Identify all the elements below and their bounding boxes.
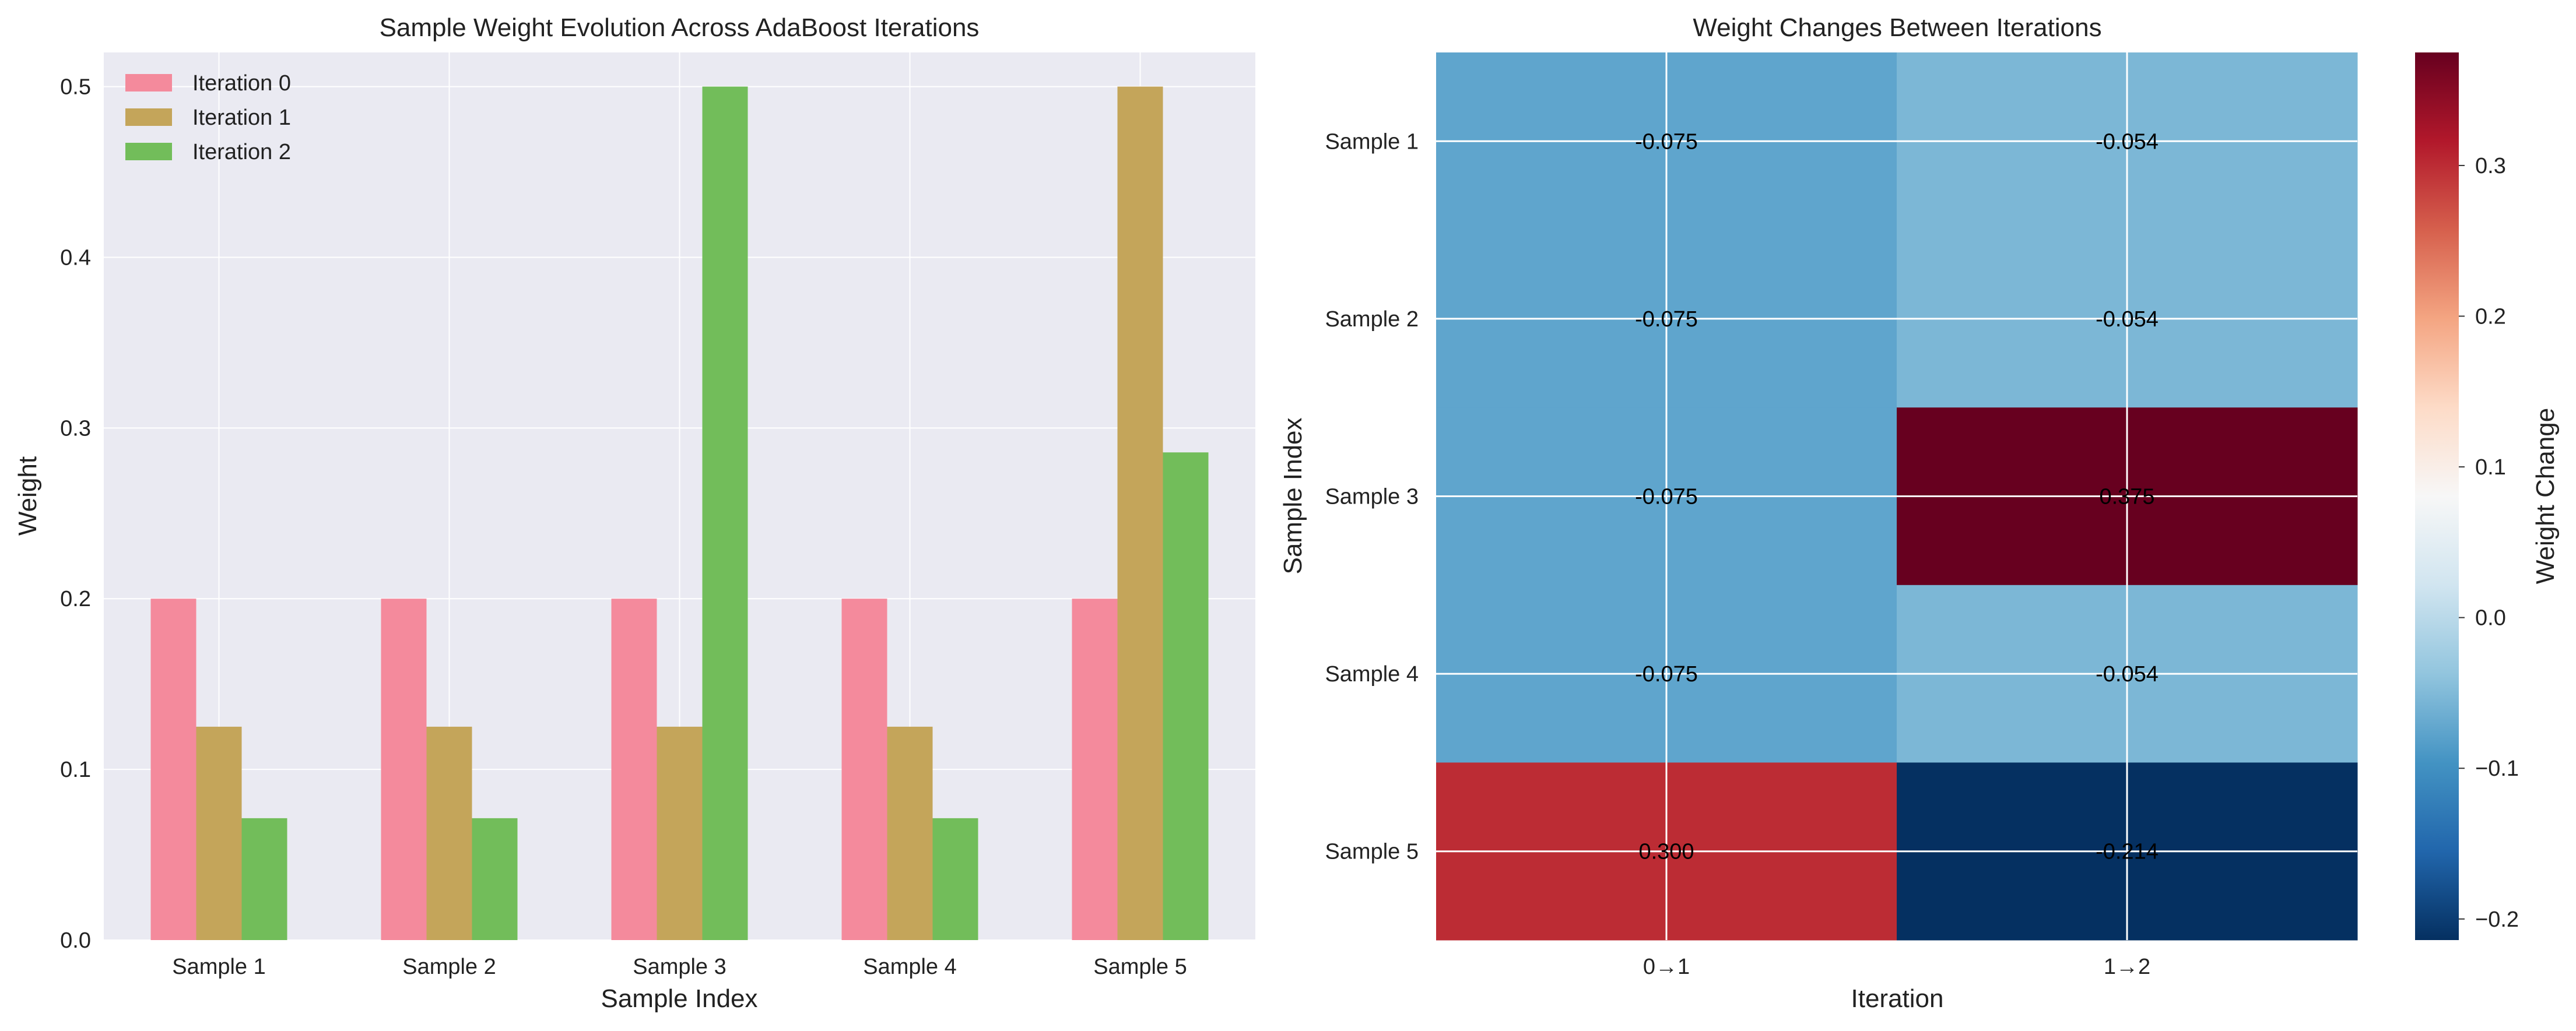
bar [657,726,703,940]
heatmap-cell-label: -0.075 [1635,129,1698,154]
heatmap-x-axis-label: Iteration [1851,984,1944,1013]
heatmap-y-tick-label: Sample 1 [1325,129,1419,154]
bar-y-tick-label: 0.2 [60,587,91,611]
legend-swatch [125,108,172,126]
bar-y-axis-label: Weight [13,456,42,536]
bar-y-ticks: 0.0 0.1 0.2 0.3 0.4 0.5 [60,75,91,953]
bar-x-tick-label: Sample 4 [863,955,957,979]
bar-y-tick-label: 0.5 [60,75,91,100]
bar-chart-title: Sample Weight Evolution Across AdaBoost … [380,13,980,42]
bar [150,599,196,940]
heatmap-y-tick-label: Sample 2 [1325,307,1419,332]
legend-swatch [125,74,172,92]
colorbar-tick-label: 0.3 [2475,154,2506,178]
bar-x-axis-label: Sample Index [601,984,757,1013]
heatmap-cell-label: -0.075 [1635,485,1698,509]
heatmap-y-tick-label: Sample 3 [1325,485,1419,509]
heatmap-title: Weight Changes Between Iterations [1693,13,2101,42]
bar-x-tick-label: Sample 1 [172,955,266,979]
colorbar-gradient [2415,52,2459,940]
bar [932,818,978,940]
bar [196,726,242,940]
heatmap-cell-label: 0.375 [2099,485,2154,509]
bar-marks [150,86,1209,941]
bar-y-tick-label: 0.4 [60,245,91,270]
bar [841,599,887,940]
bar-y-tick-label: 0.1 [60,758,91,782]
bar [1117,86,1163,941]
bar-chart: 0.00.10.20.30.40.5 Sample 1 Sample 2 Sampl… [13,13,1255,1013]
colorbar-tick-label: 0.2 [2475,305,2506,329]
colorbar: −0.2 −0.1 0.0 0.1 0.2 0.3 Weight Change [2415,52,2560,940]
heatmap-cell-label: -0.214 [2096,840,2159,864]
heatmap-cell-label: -0.075 [1635,307,1698,332]
bar [241,818,287,940]
bar [611,599,657,940]
heatmap-y-tick-label: Sample 4 [1325,662,1419,687]
heatmap-chart: -0.075 -0.054 -0.075 -0.054 -0.075 0.375 -0.07… [1279,13,2358,1013]
heatmap-gridlines [1436,52,2357,940]
legend-swatch [125,143,172,160]
heatmap-cell-label: -0.054 [2096,662,2159,687]
bar-x-ticks: Sample 1 Sample 2 Sample 3 Sample 4 Sample 5 [172,955,1187,979]
colorbar-tick-label: −0.2 [2475,907,2519,932]
heatmap-cell-label: -0.054 [2096,307,2159,332]
heatmap-y-axis-label: Sample Index [1279,417,1307,574]
heatmap-x-tick-label: 1→2 [2104,955,2150,979]
bar [381,599,427,940]
heatmap-cell-label: -0.075 [1635,662,1698,687]
legend-label: Iteration 2 [192,140,291,164]
colorbar-tick-label: 0.0 [2475,606,2506,631]
bar [702,86,748,941]
legend-label: Iteration 0 [192,71,291,96]
bar-x-tick-label: Sample 3 [633,955,727,979]
colorbar-label: Weight Change [2531,408,2560,585]
bar [472,818,518,940]
bar [426,726,472,940]
legend-label: Iteration 1 [192,105,291,130]
bar [887,726,933,940]
bar [1072,599,1118,940]
bar [1163,452,1209,940]
bar-y-tick-label: 0.0 [60,928,91,953]
heatmap-cell-label: -0.054 [2096,129,2159,154]
bar-x-tick-label: Sample 2 [402,955,496,979]
heatmap-x-ticks: 0→1 1→2 [1643,955,2150,979]
bar-legend: Iteration 0 Iteration 1 Iteration 2 [125,71,291,164]
colorbar-tick-label: 0.1 [2475,455,2506,480]
heatmap-x-tick-label: 0→1 [1643,955,1690,979]
heatmap-cell-labels: -0.075 -0.054 -0.075 -0.054 -0.075 0.375 -0.07… [1635,129,2159,864]
bar-x-tick-label: Sample 5 [1093,955,1187,979]
heatmap-y-tick-label: Sample 5 [1325,840,1419,864]
colorbar-tick-label: −0.1 [2475,756,2519,781]
colorbar-ticks: −0.2 −0.1 0.0 0.1 0.2 0.3 [2459,154,2519,932]
heatmap-cell-label: 0.300 [1638,840,1694,864]
bar-y-tick-label: 0.3 [60,416,91,441]
heatmap-y-ticks: Sample 1 Sample 2 Sample 3 Sample 4 Sample 5 [1325,129,1419,864]
